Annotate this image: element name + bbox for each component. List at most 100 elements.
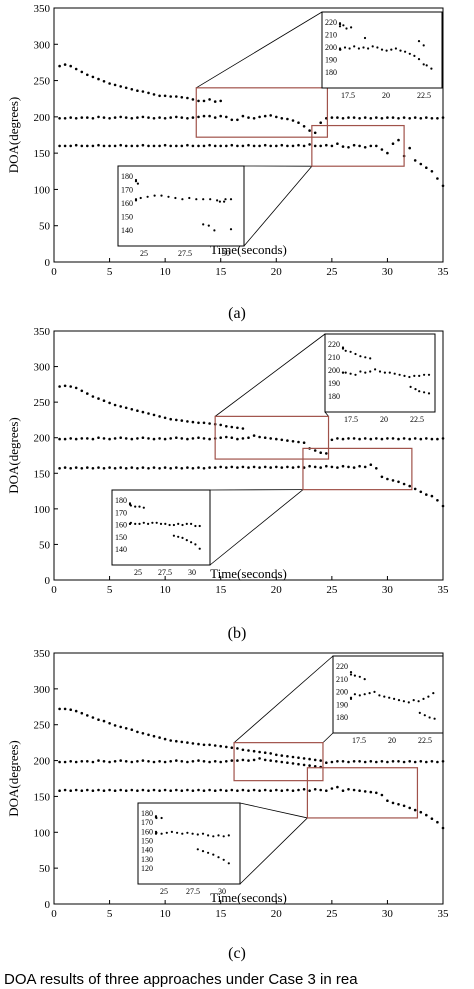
data-point	[347, 465, 350, 469]
data-point	[397, 760, 400, 763]
data-point	[163, 760, 167, 764]
data-point	[408, 437, 412, 441]
inset-data-point	[407, 701, 410, 704]
inset-data-point	[198, 547, 201, 550]
data-point	[291, 440, 295, 443]
data-point	[147, 437, 150, 440]
data-point	[186, 466, 189, 469]
inset-data-point	[147, 522, 150, 526]
data-point	[397, 437, 400, 441]
data-point	[152, 93, 156, 96]
data-point	[130, 88, 134, 91]
inset-data-point	[217, 834, 220, 837]
data-point	[219, 465, 222, 469]
data-point	[313, 765, 317, 768]
data-point	[369, 790, 373, 794]
x-tick-label: 15	[215, 266, 227, 278]
data-point	[208, 466, 211, 469]
data-point	[80, 467, 84, 470]
inset-data-point	[188, 196, 191, 200]
data-point	[180, 760, 184, 763]
data-point	[213, 466, 217, 469]
data-point	[336, 785, 339, 789]
data-point	[197, 115, 200, 119]
inset-data-point	[349, 673, 353, 676]
inset-data-point	[218, 200, 221, 203]
data-point	[74, 143, 78, 147]
data-point	[313, 144, 317, 148]
data-point	[63, 788, 67, 792]
data-point	[336, 142, 339, 145]
data-point	[263, 465, 267, 469]
inset-x-tick-label: 30	[222, 249, 230, 258]
panel-label: (b)	[228, 625, 247, 642]
inset-data-point	[371, 45, 374, 48]
data-point	[152, 117, 156, 120]
data-point	[69, 385, 72, 388]
data-point	[408, 484, 412, 488]
inset-data-point	[181, 523, 184, 527]
data-point	[163, 788, 167, 792]
data-point	[425, 493, 428, 496]
inset-y-tick-label: 190	[328, 379, 340, 388]
data-point	[197, 99, 200, 103]
zoom-box	[233, 742, 324, 782]
data-point	[208, 788, 211, 792]
data-point	[147, 733, 150, 737]
data-point	[141, 143, 145, 147]
panel-c: 0 5 10 15 20 25 30 35050100150200250300350Time(…	[6, 648, 449, 962]
inset-x-tick-label: 22.5	[418, 736, 432, 745]
data-point	[208, 760, 211, 764]
x-tick-label: 0	[51, 266, 57, 278]
data-point	[380, 148, 384, 151]
data-point	[402, 804, 406, 808]
data-point	[391, 760, 395, 763]
data-point	[113, 437, 117, 440]
data-point	[152, 437, 156, 441]
data-point	[280, 117, 284, 120]
inset-data-point	[224, 198, 227, 201]
inset-data-point	[222, 858, 225, 861]
data-point	[202, 144, 206, 148]
data-point	[169, 739, 172, 742]
inset-data-point	[428, 716, 431, 719]
inset-data-point	[176, 831, 179, 834]
data-point	[430, 437, 434, 441]
data-point	[352, 466, 356, 469]
data-point	[108, 722, 111, 725]
inset-x-tick-label: 25	[140, 249, 148, 258]
inset-data-point	[194, 524, 197, 528]
inset-data-point	[408, 375, 411, 379]
inset-data-point	[155, 521, 158, 524]
data-point	[247, 466, 250, 469]
data-point	[430, 817, 434, 820]
panel-b: 0 5 10 15 20 25 30 35050100150200250300350Time(…	[6, 326, 449, 642]
data-point	[408, 146, 412, 150]
data-point	[97, 143, 100, 147]
y-tick-label: 350	[34, 326, 51, 338]
data-point	[80, 116, 84, 119]
inset-data-point	[185, 539, 188, 542]
data-point	[313, 465, 317, 469]
inset-data-point	[349, 372, 352, 375]
data-point	[308, 129, 311, 132]
data-point	[108, 760, 111, 764]
data-point	[175, 144, 178, 148]
inset-x-tick-label: 17.5	[352, 736, 366, 745]
data-point	[386, 437, 389, 440]
data-point	[386, 151, 389, 155]
data-point	[208, 437, 211, 441]
data-point	[225, 760, 228, 763]
data-point	[380, 760, 384, 763]
data-point	[113, 116, 117, 119]
data-point	[280, 143, 284, 147]
inset-data-point	[167, 195, 170, 198]
inset-data-point	[358, 694, 361, 697]
data-point	[136, 116, 139, 119]
x-tick-label: 30	[382, 908, 394, 920]
data-point	[80, 389, 84, 393]
data-point	[230, 143, 234, 147]
x-tick-label: 35	[438, 584, 450, 596]
inset-data-point	[155, 831, 158, 834]
data-point	[391, 116, 395, 119]
